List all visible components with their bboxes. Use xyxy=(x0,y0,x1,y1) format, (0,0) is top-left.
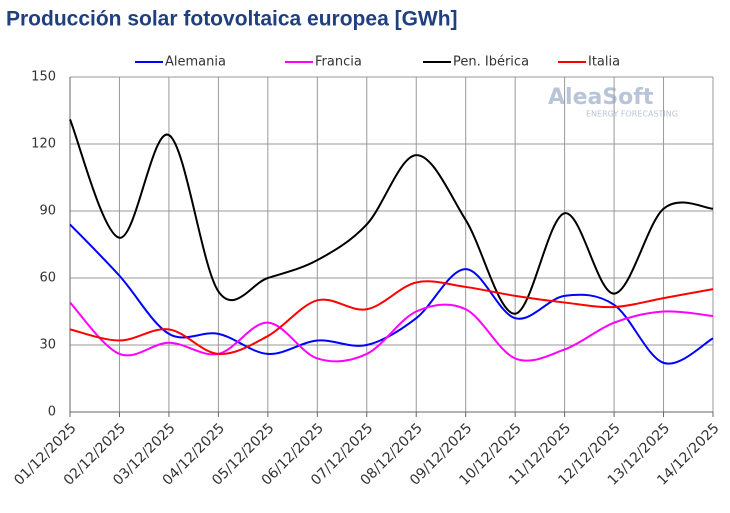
y-tick-label: 150 xyxy=(31,70,56,85)
legend-label: Alemania xyxy=(165,55,226,70)
legend-label: Pen. Ibérica xyxy=(453,55,529,70)
legend-label: Francia xyxy=(315,55,362,70)
y-tick-label: 120 xyxy=(31,137,56,152)
series-line xyxy=(69,119,714,315)
y-tick-label: 30 xyxy=(39,338,56,353)
watermark-name: AleaSoft xyxy=(548,85,654,110)
watermark-tagline: ENERGY FORECASTING xyxy=(586,110,678,119)
series-line xyxy=(69,223,714,365)
y-tick-label: 60 xyxy=(39,271,56,286)
series-line xyxy=(69,280,714,355)
chart-title: Producción solar fotovoltaica europea [G… xyxy=(6,8,458,31)
y-tick-label: 0 xyxy=(48,405,56,420)
legend-label: Italia xyxy=(588,55,620,70)
series-line xyxy=(69,301,714,363)
y-tick-label: 90 xyxy=(39,204,56,219)
